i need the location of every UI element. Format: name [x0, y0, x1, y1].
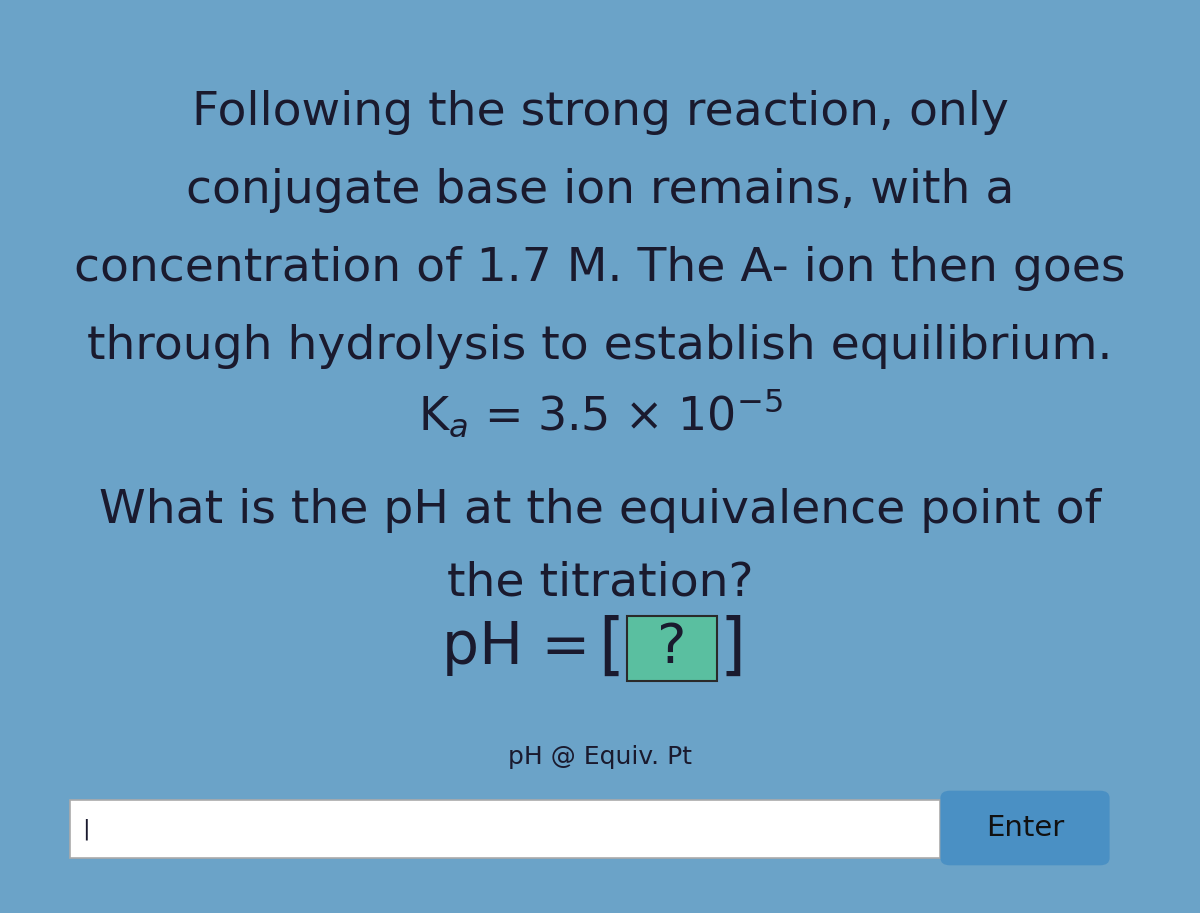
FancyBboxPatch shape	[628, 615, 716, 680]
Text: What is the pH at the equivalence point of: What is the pH at the equivalence point …	[98, 488, 1102, 533]
Text: pH @ Equiv. Pt: pH @ Equiv. Pt	[508, 745, 692, 769]
Text: conjugate base ion remains, with a: conjugate base ion remains, with a	[186, 168, 1014, 213]
Text: pH =: pH =	[443, 620, 608, 677]
FancyBboxPatch shape	[70, 800, 940, 858]
FancyBboxPatch shape	[941, 791, 1110, 866]
Text: ]: ]	[720, 615, 746, 681]
Text: K$_a$ = 3.5 × 10$^{-5}$: K$_a$ = 3.5 × 10$^{-5}$	[418, 388, 782, 440]
Text: the titration?: the titration?	[446, 560, 754, 605]
Text: through hydrolysis to establish equilibrium.: through hydrolysis to establish equilibr…	[88, 324, 1112, 369]
Text: concentration of 1.7 M. The A- ion then goes: concentration of 1.7 M. The A- ion then …	[74, 246, 1126, 291]
Text: |: |	[82, 818, 90, 840]
Text: Enter: Enter	[986, 814, 1064, 842]
Text: Following the strong reaction, only: Following the strong reaction, only	[192, 90, 1008, 135]
Text: [: [	[598, 615, 624, 681]
Text: ?: ?	[658, 621, 686, 675]
